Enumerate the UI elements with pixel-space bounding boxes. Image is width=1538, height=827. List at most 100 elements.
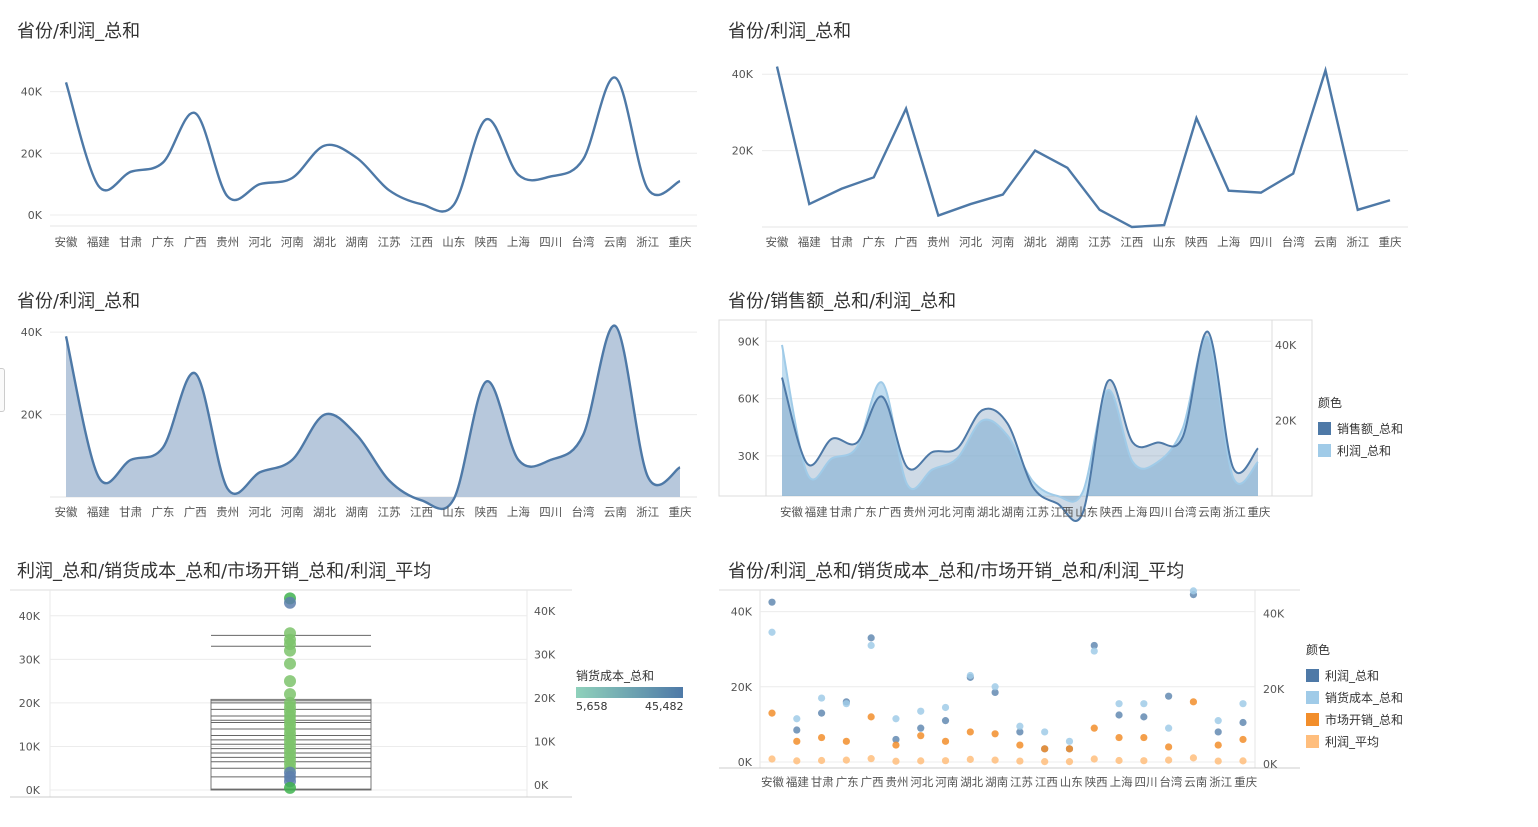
- x-tick-label: 河北: [248, 505, 271, 519]
- chart-title: 利润_总和/销货成本_总和/市场开销_总和/利润_平均: [17, 561, 432, 582]
- scatter-point: [867, 755, 875, 763]
- scatter-point: [1016, 722, 1024, 730]
- series-line: [64, 324, 681, 511]
- scatter-point: [991, 688, 999, 697]
- x-tick-label: 云南: [1198, 505, 1221, 519]
- scatter-point: [1189, 587, 1198, 595]
- scatter-point: [892, 715, 900, 723]
- y-tick-label: 20K: [21, 147, 43, 160]
- area-fill: [66, 325, 680, 509]
- scatter-point: [1041, 728, 1049, 736]
- scatter-point: [1115, 756, 1123, 765]
- legend-item[interactable]: 销售额_总和: [1318, 417, 1403, 439]
- scatter-point: [284, 644, 296, 657]
- scatter-point: [1065, 745, 1074, 753]
- y-tick-label: 40K: [21, 86, 43, 99]
- x-tick-label: 陕西: [475, 505, 498, 519]
- scatter-point: [1165, 724, 1173, 732]
- x-tick-label: 四川: [539, 505, 562, 519]
- scatter-point: [1239, 718, 1247, 727]
- y-tick-label-left: 0K: [26, 784, 41, 797]
- scatter-point: [941, 757, 950, 765]
- x-tick-label: 安徽: [761, 775, 784, 789]
- x-tick-label: 广东: [862, 235, 885, 249]
- scatter-point: [817, 756, 826, 765]
- scatter-point: [1165, 692, 1173, 700]
- scatter-point: [1090, 647, 1098, 655]
- scatter-point: [1214, 741, 1222, 749]
- sidebar-collapse-handle[interactable]: [0, 368, 5, 412]
- scatter-point: [1239, 735, 1247, 744]
- x-tick-label: 浙江: [1223, 505, 1246, 519]
- x-tick-label: 上海: [1124, 505, 1147, 519]
- x-tick-label: 江苏: [1010, 775, 1033, 789]
- legend-swatch: [1306, 734, 1319, 748]
- sales-line: [781, 330, 1259, 522]
- x-tick-label: 广西: [184, 235, 207, 249]
- x-tick-label: 江苏: [378, 505, 401, 519]
- legend-label: 销货成本_总和: [1325, 690, 1404, 705]
- legend-item[interactable]: 市场开销_总和: [1306, 708, 1403, 730]
- x-tick-label: 山东: [1153, 235, 1176, 249]
- x-tick-label: 江苏: [378, 235, 401, 249]
- legend-item[interactable]: 利润_平均: [1306, 730, 1403, 752]
- scatter-point: [1041, 745, 1049, 753]
- scatter-point: [867, 713, 875, 721]
- scatter-point: [1239, 700, 1247, 708]
- scatter-point: [768, 598, 776, 606]
- scatter-point: [991, 683, 999, 691]
- scatter-point: [1214, 757, 1222, 765]
- x-tick-label: 浙江: [1209, 775, 1233, 789]
- scatter-point: [1214, 717, 1222, 725]
- x-tick-label: 湖北: [1024, 235, 1047, 249]
- y-tick-label-right: 40K: [1275, 339, 1297, 352]
- scatter-point: [284, 596, 296, 609]
- scatter-point: [284, 675, 296, 688]
- x-tick-label: 台湾: [1159, 775, 1182, 789]
- x-tick-label: 上海: [1217, 235, 1240, 249]
- x-tick-label: 广西: [878, 505, 901, 519]
- legend-label: 利润_平均: [1325, 734, 1380, 749]
- legend-item[interactable]: 销货成本_总和: [1306, 686, 1403, 708]
- x-tick-label: 台湾: [1282, 235, 1306, 249]
- scatter-point: [867, 634, 875, 642]
- x-tick-label: 江西: [410, 505, 433, 519]
- legend-label: 销售额_总和: [1337, 421, 1404, 436]
- x-tick-label: 陕西: [1085, 775, 1108, 789]
- scatter-point: [284, 688, 296, 701]
- scatter-point: [817, 733, 826, 742]
- scatter-point: [991, 730, 999, 738]
- x-tick-label: 上海: [1110, 775, 1133, 789]
- x-tick-label: 湖南: [985, 775, 1008, 789]
- scatter-point: [842, 737, 850, 745]
- y-tick-label-left: 10K: [19, 740, 41, 753]
- x-tick-label: 河北: [959, 235, 982, 249]
- scatter-point: [1016, 741, 1024, 749]
- x-tick-label: 江西: [1051, 505, 1074, 519]
- legend-item[interactable]: 利润_总和: [1306, 664, 1403, 686]
- x-tick-label: 甘肃: [830, 235, 853, 249]
- scatter-point: [793, 726, 801, 734]
- scatter-point: [966, 728, 974, 736]
- x-tick-label: 福建: [87, 505, 110, 519]
- legend-title: 颜色: [1318, 396, 1343, 410]
- legend-label: 利润_总和: [1337, 443, 1392, 458]
- legend-swatch: [1318, 443, 1331, 457]
- scatter-point: [1189, 754, 1198, 762]
- y-tick-label-right: 20K: [1275, 414, 1297, 427]
- scatter-point: [284, 781, 296, 794]
- scatter-point: [1016, 728, 1024, 736]
- scatter-point: [1090, 755, 1098, 763]
- x-tick-label: 浙江: [636, 505, 659, 519]
- x-tick-label: 甘肃: [811, 775, 834, 789]
- scatter-point: [1090, 724, 1098, 732]
- legend-item[interactable]: 利润_总和: [1318, 439, 1403, 461]
- y-tick-label-left: 20K: [731, 681, 753, 694]
- scatter-point: [1065, 758, 1074, 766]
- y-tick-label-left: 0K: [738, 756, 753, 769]
- x-tick-label: 甘肃: [119, 235, 142, 249]
- y-tick-label-left: 20K: [19, 697, 41, 710]
- y-tick-label-right: 10K: [534, 735, 556, 748]
- x-tick-label: 安徽: [55, 505, 78, 519]
- series-line: [775, 65, 1391, 229]
